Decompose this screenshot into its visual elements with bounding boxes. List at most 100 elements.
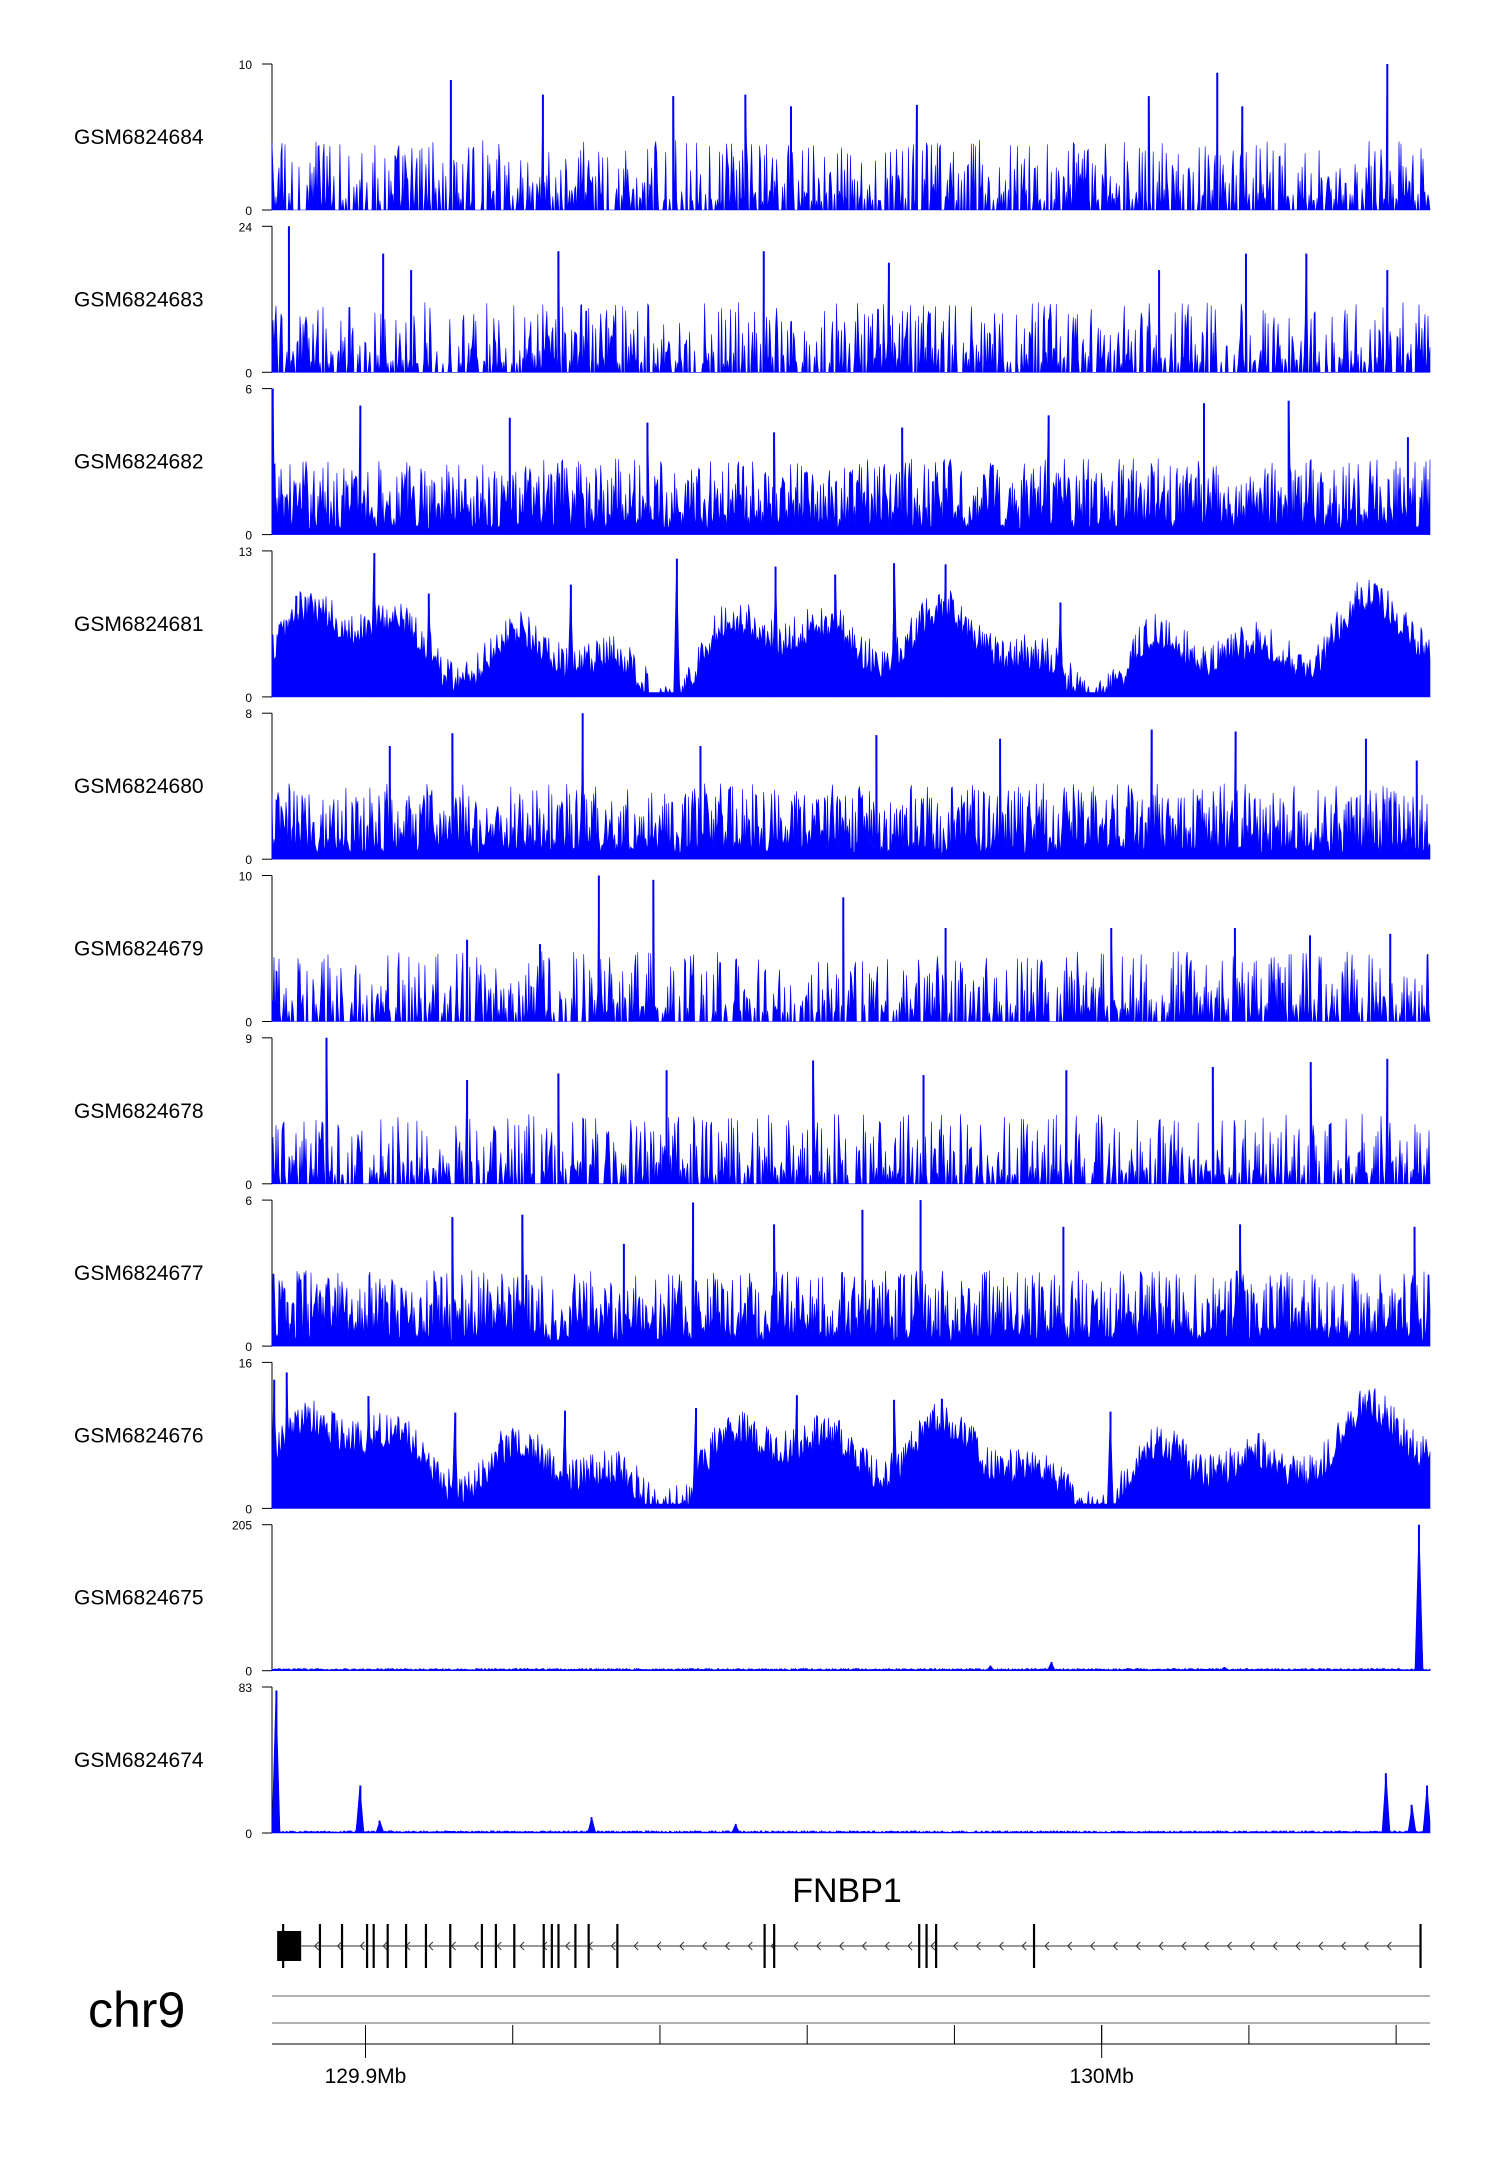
- track-GSM6824681: GSM6824681 13 0: [74, 545, 1431, 705]
- coverage-area: [271, 388, 1431, 535]
- track-GSM6824677: GSM6824677 6 0: [74, 1194, 1431, 1354]
- coverage-area: [271, 226, 1431, 373]
- strand-arrow: [633, 1941, 639, 1951]
- strand-arrow: [907, 1941, 913, 1951]
- track-label: GSM6824683: [74, 288, 204, 311]
- strand-arrow: [1181, 1941, 1187, 1951]
- track-label: GSM6824676: [74, 1424, 204, 1447]
- strand-arrow: [952, 1941, 959, 1951]
- track-GSM6824676: GSM6824676 16 0: [74, 1356, 1431, 1516]
- strand-arrow: [930, 1941, 936, 1951]
- chromosome-axis: chr9 129.9Mb 130Mb: [88, 1982, 1430, 2088]
- strand-arrow: [838, 1941, 844, 1951]
- strand-arrow: [701, 1941, 708, 1951]
- strand-arrow: [473, 1941, 479, 1951]
- strand-arrow: [382, 1941, 388, 1951]
- track-ymax-label: 8: [245, 707, 252, 721]
- strand-arrow: [313, 1941, 320, 1951]
- gene-exon: [574, 1924, 577, 1968]
- track-ymin-label: 0: [245, 204, 252, 218]
- coverage-area: [271, 875, 1431, 1022]
- chromosome-label: chr9: [88, 1982, 185, 2038]
- strand-arrow: [428, 1941, 434, 1951]
- gene-name-label: FNBP1: [792, 1872, 902, 1910]
- strand-arrow: [1340, 1941, 1347, 1951]
- track-ymin-label: 0: [245, 853, 252, 867]
- strand-arrow: [747, 1941, 753, 1951]
- track-ymax-label: 9: [245, 1032, 252, 1046]
- track-ymax-label: 13: [239, 545, 253, 559]
- strand-arrow: [1112, 1941, 1118, 1951]
- gene-model-fnbp1: [277, 1924, 1422, 1968]
- axis-tick-label: 129.9Mb: [325, 2065, 407, 2088]
- strand-arrow: [975, 1941, 981, 1951]
- gene-exon: [513, 1924, 516, 1968]
- gene-exon: [277, 1931, 302, 1961]
- strand-arrow: [450, 1941, 456, 1951]
- gene-exon: [918, 1924, 921, 1968]
- gene-exon: [935, 1924, 938, 1968]
- track-label: GSM6824674: [74, 1749, 204, 1772]
- gene-exon: [282, 1924, 285, 1968]
- gene-exon: [494, 1924, 497, 1968]
- coverage-area: [271, 1037, 1431, 1185]
- gene-exon: [1419, 1924, 1422, 1968]
- strand-arrow: [1204, 1941, 1210, 1951]
- strand-arrow: [1021, 1941, 1027, 1951]
- gene-exon: [365, 1924, 369, 1968]
- track-ymin-label: 0: [245, 1502, 252, 1516]
- strand-arrow: [1386, 1941, 1392, 1951]
- axis-tick-label: 130Mb: [1070, 2065, 1134, 2088]
- strand-arrow: [519, 1941, 525, 1951]
- strand-arrow: [884, 1941, 890, 1951]
- track-GSM6824680: GSM6824680 8 0: [74, 707, 1431, 867]
- strand-arrow: [1363, 1941, 1369, 1951]
- strand-arrow: [1272, 1941, 1278, 1951]
- gene-exon: [1032, 1924, 1036, 1968]
- gene-exon: [542, 1924, 545, 1968]
- gene-exon: [616, 1924, 619, 1968]
- coverage-area: [271, 1524, 1431, 1671]
- track-ymax-label: 24: [239, 220, 253, 234]
- strand-arrow: [1249, 1941, 1255, 1951]
- track-GSM6824678: GSM6824678 9 0: [74, 1032, 1431, 1192]
- strand-arrow: [1226, 1941, 1232, 1951]
- strand-arrow: [793, 1941, 799, 1951]
- strand-arrow: [861, 1941, 867, 1951]
- track-ymin-label: 0: [245, 691, 252, 705]
- strand-arrow: [565, 1941, 571, 1951]
- strand-arrow: [1158, 1941, 1164, 1951]
- track-GSM6824683: GSM6824683 24 0: [74, 220, 1431, 380]
- track-ymax-label: 10: [239, 58, 253, 72]
- coverage-area: [271, 1200, 1431, 1347]
- track-ymax-label: 205: [232, 1519, 252, 1533]
- gene-exon: [318, 1924, 322, 1968]
- gene-exon: [480, 1924, 484, 1968]
- gene-exon: [557, 1924, 560, 1968]
- strand-arrow: [816, 1941, 822, 1951]
- track-ymin-label: 0: [245, 1016, 252, 1030]
- strand-arrow: [336, 1941, 342, 1951]
- gene-exon: [340, 1924, 344, 1968]
- track-label: GSM6824684: [74, 126, 204, 149]
- gene-exon: [925, 1924, 928, 1968]
- gene-exon: [424, 1924, 428, 1968]
- axis-ticks: 129.9Mb 130Mb: [325, 2025, 1397, 2088]
- strand-arrow: [1067, 1941, 1073, 1951]
- track-ymax-label: 6: [245, 383, 252, 397]
- track-label: GSM6824679: [74, 938, 204, 961]
- track-ymax-label: 10: [239, 870, 253, 884]
- track-ymax-label: 16: [239, 1356, 253, 1370]
- track-label: GSM6824677: [74, 1262, 204, 1285]
- coverage-area: [271, 1372, 1431, 1509]
- coverage-area: [271, 1690, 1431, 1834]
- track-label: GSM6824678: [74, 1100, 204, 1123]
- track-ymin-label: 0: [245, 1178, 252, 1192]
- track-GSM6824684: GSM6824684 10 0: [74, 58, 1431, 218]
- gene-exon: [763, 1924, 766, 1968]
- coverage-area: [271, 553, 1431, 698]
- strand-arrow: [496, 1941, 502, 1951]
- coverage-area: [271, 713, 1431, 860]
- gene-exon: [372, 1924, 375, 1968]
